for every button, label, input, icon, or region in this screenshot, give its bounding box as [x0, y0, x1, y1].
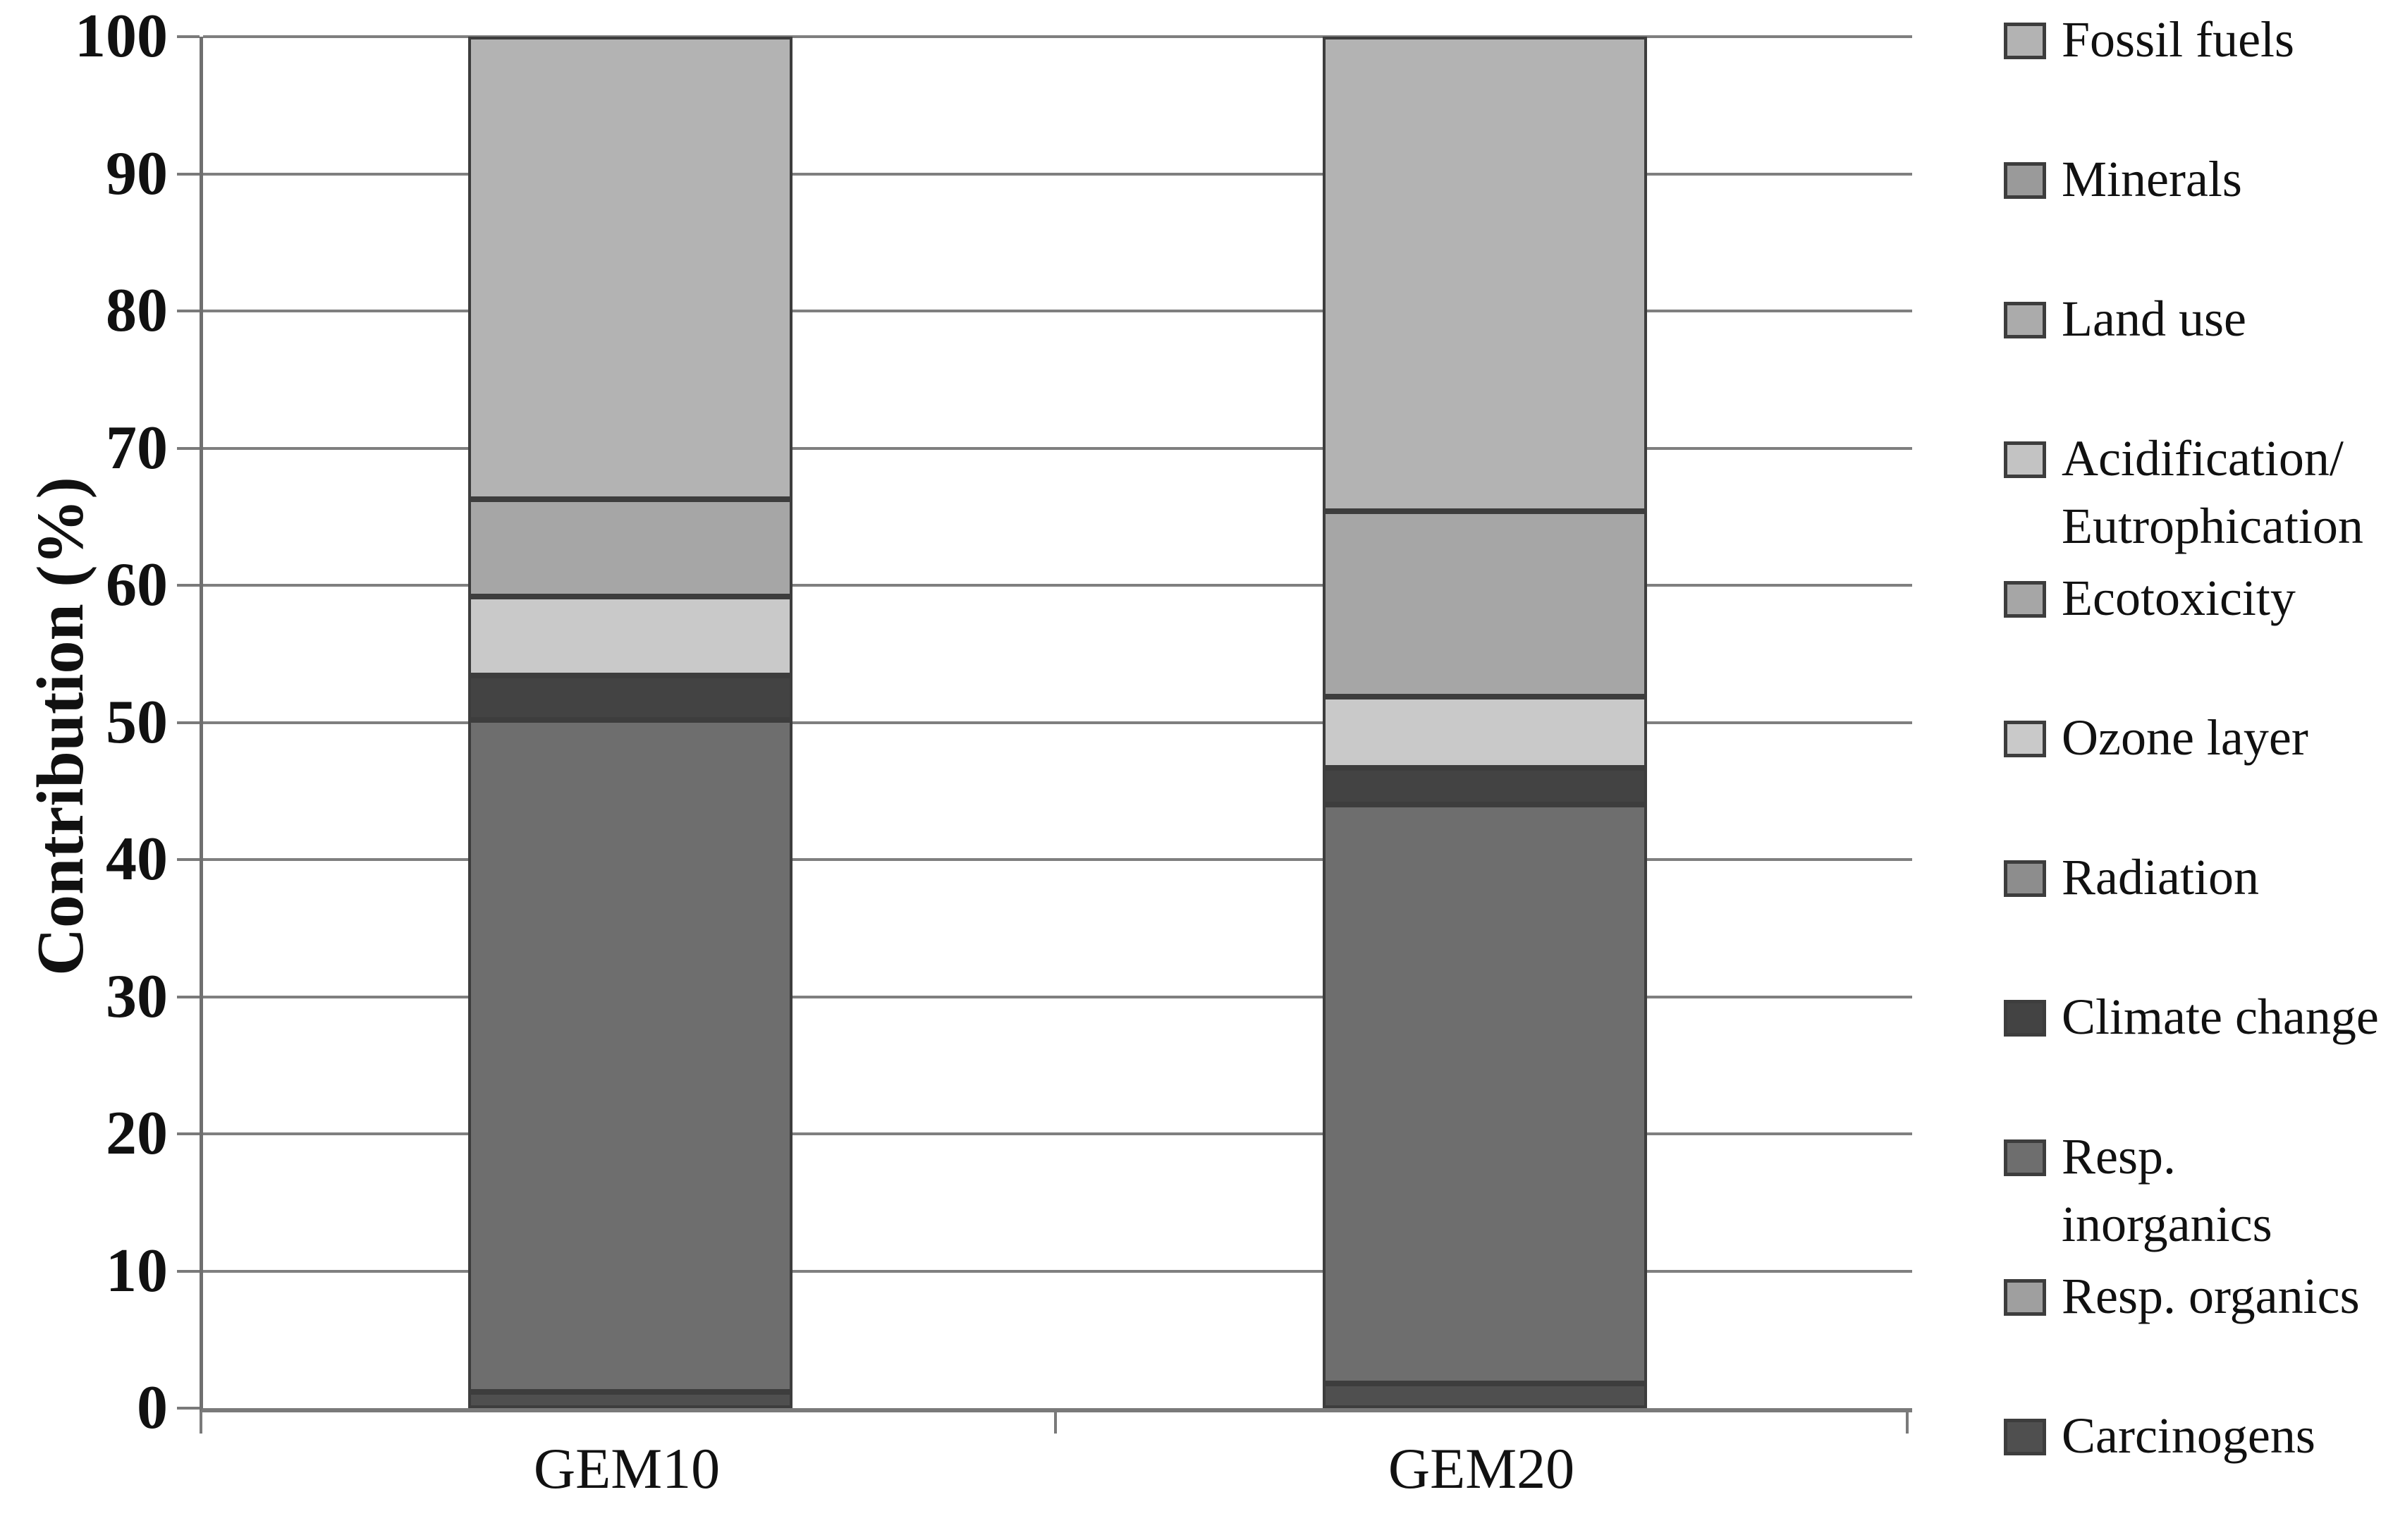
- y-tick-label-40: 40: [106, 825, 168, 893]
- gridline-70: [203, 446, 1912, 450]
- legend-label: Ozone layer: [2062, 709, 2308, 766]
- legend-swatch-icon: [2004, 302, 2046, 338]
- legend-item-climate-change: Climate change: [2004, 982, 2393, 1121]
- y-tick-mark-0: [177, 1407, 200, 1410]
- x-category-label-GEM20: GEM20: [1388, 1436, 1575, 1501]
- y-tick-label-0: 0: [137, 1374, 168, 1442]
- legend-swatch-icon: [2004, 860, 2046, 897]
- y-tick-mark-50: [177, 721, 200, 724]
- segment-GEM20-Ecotoxicity: [1323, 511, 1647, 697]
- segment-GEM10-Climate change: [468, 676, 792, 720]
- y-tick-label-100: 100: [75, 2, 168, 71]
- segment-GEM10-Carcinogens: [468, 1391, 792, 1408]
- segment-GEM20-Ozone layer: [1323, 696, 1647, 768]
- legend-swatch-icon: [2004, 1279, 2046, 1316]
- legend-item-minerals: Minerals: [2004, 144, 2393, 283]
- y-tick-label-70: 70: [106, 413, 168, 482]
- legend-label: Acidification/ Eutrophication: [2062, 430, 2363, 554]
- legend-label: Land use: [2062, 291, 2246, 347]
- plot-area: [200, 35, 1912, 1412]
- y-tick-label-10: 10: [106, 1236, 168, 1305]
- y-tick-mark-40: [177, 858, 200, 861]
- x-tick-mark-2: [1906, 1412, 1909, 1434]
- x-tick-mark-1: [1054, 1412, 1057, 1434]
- x-category-label-GEM10: GEM10: [533, 1436, 721, 1501]
- y-tick-mark-70: [177, 446, 200, 450]
- legend-swatch-icon: [2004, 1000, 2046, 1037]
- y-tick-mark-10: [177, 1269, 200, 1273]
- legend-item-resp.-inorganics: Resp. inorganics: [2004, 1121, 2393, 1261]
- legend-item-resp.-organics: Resp. organics: [2004, 1261, 2393, 1400]
- y-tick-mark-60: [177, 584, 200, 587]
- y-tick-mark-80: [177, 310, 200, 312]
- legend-item-carcinogens: Carcinogens: [2004, 1400, 2393, 1540]
- legend-label: Resp. organics: [2062, 1268, 2360, 1324]
- gridline-50: [203, 721, 1912, 724]
- legend-label: Resp. inorganics: [2062, 1128, 2272, 1252]
- gridline-30: [203, 995, 1912, 998]
- y-tick-label-90: 90: [106, 139, 168, 208]
- legend-item-radiation: Radiation: [2004, 842, 2393, 982]
- legend-item-fossil-fuels: Fossil fuels: [2004, 4, 2393, 144]
- y-tick-label-20: 20: [106, 1099, 168, 1168]
- y-tick-label-60: 60: [106, 551, 168, 619]
- gridline-80: [203, 310, 1912, 312]
- segment-GEM10-Resp. inorganics: [468, 719, 792, 1392]
- legend-swatch-icon: [2004, 1419, 2046, 1455]
- gridline-40: [203, 858, 1912, 861]
- legend-swatch-icon: [2004, 162, 2046, 199]
- segment-GEM20-Carcinogens: [1323, 1383, 1647, 1408]
- segment-GEM10-Fossil fuels: [468, 37, 792, 499]
- legend-item-ozone-layer: Ozone layer: [2004, 702, 2393, 842]
- legend-swatch-icon: [2004, 23, 2046, 59]
- y-tick-mark-100: [177, 35, 200, 38]
- y-tick-label-30: 30: [106, 962, 168, 1031]
- legend-item-land-use: Land use: [2004, 283, 2393, 423]
- segment-GEM10-Ecotoxicity: [468, 499, 792, 597]
- legend-swatch-icon: [2004, 581, 2046, 618]
- segment-GEM10-Ozone layer: [468, 596, 792, 676]
- legend-swatch-icon: [2004, 441, 2046, 478]
- legend-label: Minerals: [2062, 151, 2242, 207]
- gridline-90: [203, 172, 1912, 176]
- legend-swatch-icon: [2004, 721, 2046, 757]
- x-tick-mark-0: [200, 1412, 202, 1434]
- legend-label: Carcinogens: [2062, 1407, 2315, 1464]
- gridline-20: [203, 1132, 1912, 1135]
- gridline-10: [203, 1269, 1912, 1273]
- legend-label: Climate change: [2062, 989, 2379, 1045]
- segment-GEM20-Climate change: [1323, 767, 1647, 805]
- legend-label: Fossil fuels: [2062, 11, 2295, 68]
- legend-label: Radiation: [2062, 849, 2259, 905]
- stacked-bar-GEM20: [1323, 37, 1647, 1408]
- y-tick-mark-90: [177, 172, 200, 176]
- y-tick-label-80: 80: [106, 276, 168, 345]
- gridline-60: [203, 584, 1912, 587]
- segment-GEM20-Fossil fuels: [1323, 37, 1647, 512]
- legend-swatch-icon: [2004, 1139, 2046, 1176]
- chart-legend: Fossil fuels Minerals Land use Acidificatio…: [2004, 4, 2393, 1540]
- gridline-100: [203, 35, 1912, 38]
- segment-GEM20-Resp. inorganics: [1323, 805, 1647, 1383]
- legend-item-ecotoxicity: Ecotoxicity: [2004, 563, 2393, 702]
- y-tick-label-50: 50: [106, 688, 168, 757]
- legend-item-acidification/-eutrophication: Acidification/ Eutrophication: [2004, 423, 2393, 563]
- stacked-bar-GEM10: [468, 37, 792, 1408]
- legend-label: Ecotoxicity: [2062, 570, 2296, 626]
- y-tick-mark-20: [177, 1132, 200, 1135]
- y-tick-mark-30: [177, 995, 200, 998]
